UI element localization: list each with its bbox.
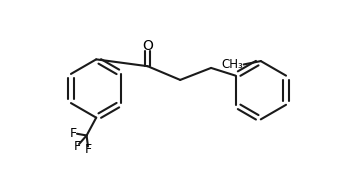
Text: F: F <box>70 127 77 140</box>
Text: F: F <box>85 143 92 156</box>
Text: O: O <box>142 39 153 53</box>
Text: F: F <box>74 140 81 153</box>
Text: CH₃: CH₃ <box>222 58 243 71</box>
